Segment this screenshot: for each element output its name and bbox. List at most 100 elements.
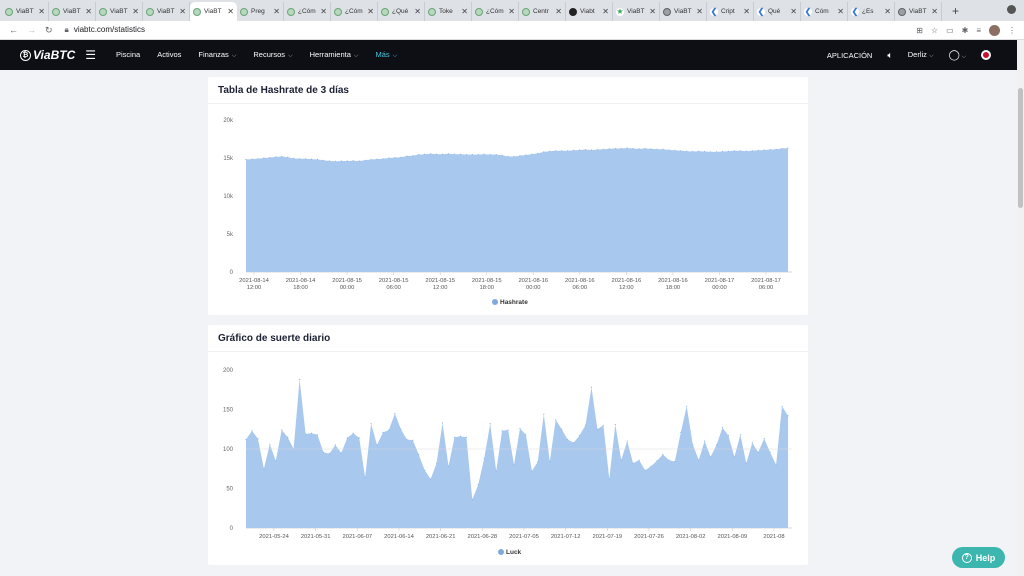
close-tab-icon[interactable]: ✕ [602, 7, 609, 16]
scrollbar-thumb[interactable] [1018, 88, 1023, 208]
browser-tab[interactable]: ViaBT ✕ [660, 2, 707, 21]
data-point [710, 151, 712, 153]
close-tab-icon[interactable]: ✕ [179, 7, 186, 16]
browser-tab[interactable]: ❮ Qué ✕ [754, 2, 801, 21]
site-header: ₿ ViaBTC ☰ Piscina Activos Finanzas ⌵ Recurso… [0, 40, 1017, 70]
close-tab-icon[interactable]: ✕ [790, 7, 797, 16]
window-control-icon[interactable] [1007, 5, 1016, 14]
x-tick-label: 12:00 [619, 285, 634, 291]
close-tab-icon[interactable]: ✕ [696, 7, 703, 16]
browser-tab-strip: ViaBT ✕ ViaBT ✕ ViaBT ✕ ViaBT ✕ ViaBT ✕ Preg ✕ ¿Cóm ✕… [0, 0, 1024, 21]
y-tick-label: 15k [223, 156, 234, 162]
reload-icon[interactable]: ↻ [45, 24, 53, 35]
close-tab-icon[interactable]: ✕ [414, 7, 421, 16]
luck-chart: 0 50 100 150 200 2021-05-24 2021-05-31 2021-06-… [223, 368, 792, 556]
nav-item[interactable]: Finanzas ⌵ [198, 50, 236, 60]
url-bar[interactable]: 🔒︎ viabtc.com/statistics [65, 25, 917, 35]
data-point [715, 151, 718, 153]
data-point [632, 462, 634, 464]
x-tick-label: 2021-06-14 [384, 534, 414, 540]
legend-swatch [492, 299, 498, 305]
data-point [424, 153, 426, 155]
browser-tab[interactable]: ¿Qué ✕ [378, 2, 425, 21]
app-download-link[interactable]: APLICACIÓN [826, 50, 873, 60]
browser-tab[interactable]: ★ ViaBT ✕ [613, 2, 660, 21]
sound-icon[interactable]: 🔈︎ [887, 49, 893, 60]
close-tab-icon[interactable]: ✕ [85, 7, 92, 16]
close-tab-icon[interactable]: ✕ [555, 7, 562, 16]
back-icon[interactable]: ← [9, 25, 18, 35]
close-tab-icon[interactable]: ✕ [837, 7, 844, 16]
area-series-fill [246, 379, 788, 528]
x-tick-label: 2021-08-14 [286, 278, 316, 284]
browser-tab[interactable]: ¿Cóm ✕ [331, 2, 378, 21]
menu-dots-icon[interactable]: ⋮ [1008, 25, 1016, 35]
data-point [531, 470, 533, 472]
forward-icon[interactable]: → [27, 25, 36, 35]
language-flag-icon[interactable] [981, 50, 991, 60]
nav-item[interactable]: Herramienta ⌵ [310, 50, 359, 60]
legend[interactable]: Hashrate [492, 299, 528, 306]
data-point [269, 443, 271, 445]
close-tab-icon[interactable]: ✕ [273, 7, 280, 16]
data-point [447, 465, 450, 467]
data-point [590, 386, 593, 388]
close-tab-icon[interactable]: ✕ [227, 7, 234, 16]
close-tab-icon[interactable]: ✕ [320, 7, 327, 16]
page-scrollbar[interactable] [1017, 40, 1024, 576]
profile-avatar[interactable] [989, 24, 1000, 36]
star-bookmark-icon[interactable]: ☆ [930, 25, 939, 35]
browser-tab[interactable]: ❮ Cóm ✕ [801, 2, 848, 21]
data-point [745, 150, 747, 152]
browser-tab[interactable]: ViaBT ✕ [2, 2, 49, 21]
browser-tab[interactable]: ❮ Cript ✕ [707, 2, 754, 21]
translate-icon[interactable]: ⊞ [916, 25, 923, 35]
data-point [626, 440, 628, 442]
browser-tab[interactable]: Centr ✕ [519, 2, 566, 21]
browser-tab[interactable]: ViaBT ✕ [190, 2, 237, 21]
legend[interactable]: Luck [498, 549, 522, 556]
extension-icon[interactable]: ▭ [946, 25, 954, 35]
browser-tab[interactable]: ViaBT ✕ [49, 2, 96, 21]
close-tab-icon[interactable]: ✕ [931, 7, 938, 16]
logo-text: ViaBTC [33, 48, 76, 62]
playlist-icon[interactable]: ≡ [976, 25, 981, 35]
browser-tab[interactable]: Viabt ✕ [566, 2, 613, 21]
browser-tab[interactable]: ViaBT ✕ [895, 2, 942, 21]
puzzle-icon[interactable]: ✱ [961, 25, 969, 35]
account-icon[interactable]: ◯ ⌵ [948, 49, 966, 61]
viabtc-logo[interactable]: ₿ ViaBTC [20, 48, 75, 62]
hamburger-menu-icon[interactable]: ☰ [85, 48, 96, 62]
help-button[interactable]: ? Help [952, 547, 1005, 568]
browser-tab[interactable]: ❮ ¿Es ✕ [848, 2, 895, 21]
data-point [453, 436, 456, 438]
browser-tab[interactable]: ViaBT ✕ [143, 2, 190, 21]
new-tab-icon[interactable]: + [952, 3, 960, 18]
close-tab-icon[interactable]: ✕ [461, 7, 468, 16]
nav-item[interactable]: Piscina [116, 50, 140, 60]
nav-item[interactable]: Más ⌵ [375, 50, 397, 60]
x-tick-label: 2021-07-12 [551, 534, 581, 540]
nav-item[interactable]: Recursos ⌵ [253, 50, 292, 60]
close-tab-icon[interactable]: ✕ [508, 7, 515, 16]
x-tick-label: 2021-08-15 [425, 278, 455, 284]
data-point [495, 154, 497, 156]
y-tick-label: 10k [223, 194, 234, 200]
close-tab-icon[interactable]: ✕ [367, 7, 374, 16]
browser-tab[interactable]: Toke ✕ [425, 2, 472, 21]
close-tab-icon[interactable]: ✕ [884, 7, 891, 16]
browser-tab[interactable]: ¿Cóm ✕ [284, 2, 331, 21]
close-tab-icon[interactable]: ✕ [743, 7, 750, 16]
y-tick-label: 100 [223, 447, 234, 453]
user-menu[interactable]: Derliz ⌵ [908, 50, 934, 60]
close-tab-icon[interactable]: ✕ [649, 7, 656, 16]
browser-tab[interactable]: ViaBT ✕ [96, 2, 143, 21]
data-point [281, 429, 283, 431]
data-point [757, 149, 759, 151]
browser-tab[interactable]: Preg ✕ [237, 2, 284, 21]
close-tab-icon[interactable]: ✕ [38, 7, 45, 16]
browser-tab[interactable]: ¿Cóm ✕ [472, 2, 519, 21]
x-tick-label: 2021-08-16 [518, 278, 548, 284]
close-tab-icon[interactable]: ✕ [132, 7, 139, 16]
nav-item[interactable]: Activos [157, 50, 181, 60]
